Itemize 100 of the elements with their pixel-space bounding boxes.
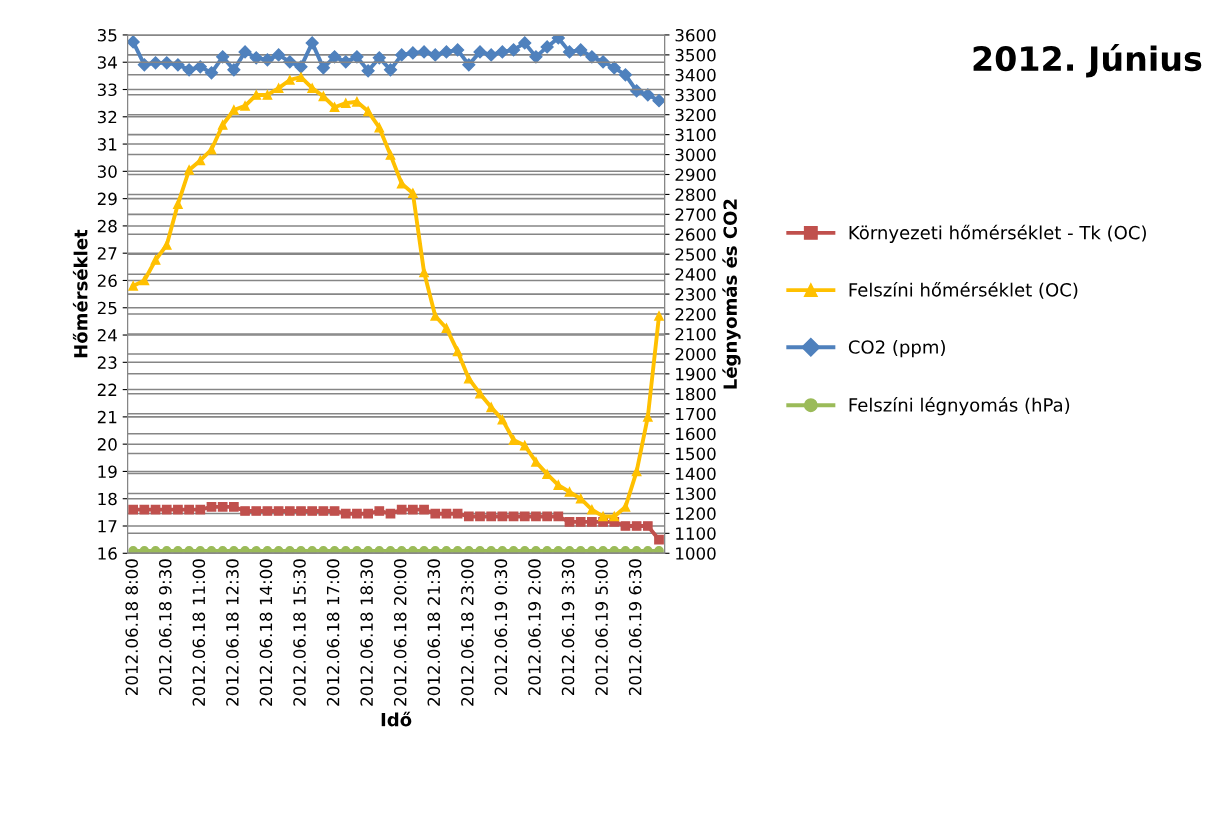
point (408, 188, 418, 199)
point (182, 63, 196, 77)
x-tick-label: 2012.06.19 3:30 (561, 559, 575, 696)
point (385, 150, 396, 160)
point (193, 60, 207, 74)
y2-tick-label: 3600 (675, 28, 716, 42)
y-tick-label: 30 (97, 165, 117, 178)
y-tick-label: 29 (97, 192, 117, 206)
y2-tick-label: 2800 (675, 188, 716, 201)
point (374, 122, 385, 133)
point (372, 51, 386, 65)
y2-tick-label: 3300 (675, 88, 716, 102)
point (553, 480, 564, 490)
y-tick-label: 18 (98, 492, 117, 506)
point (173, 199, 183, 209)
point (229, 105, 239, 115)
x-tick-label: 2012.06.18 12:30 (226, 559, 239, 706)
y-tick-label: 21 (97, 410, 117, 424)
point (452, 508, 463, 519)
point (352, 546, 362, 554)
point (542, 469, 552, 480)
point (316, 61, 330, 75)
point (395, 48, 409, 62)
point (195, 546, 206, 554)
point (374, 506, 385, 516)
point (273, 546, 284, 554)
point (161, 546, 172, 554)
point (564, 546, 575, 554)
point (508, 435, 519, 445)
point (564, 487, 575, 497)
point (206, 502, 217, 512)
y-tick-label: 24 (97, 329, 117, 342)
point (363, 546, 373, 554)
point (352, 96, 362, 107)
point (294, 60, 308, 74)
point (417, 45, 431, 59)
point (540, 40, 554, 54)
point (329, 506, 340, 516)
y-tick-label: 22 (97, 383, 117, 396)
point (273, 83, 284, 94)
point (352, 508, 362, 519)
point (383, 63, 398, 77)
point (385, 546, 396, 554)
point (216, 50, 230, 64)
point (609, 511, 620, 522)
y2-tick-label: 3000 (675, 148, 716, 162)
point (452, 346, 463, 357)
point (575, 546, 586, 554)
point (497, 546, 508, 554)
x-tick-label: 2012.06.18 9:30 (158, 559, 172, 696)
point (419, 504, 429, 515)
point (451, 43, 465, 57)
y-tick-label: 17 (98, 520, 117, 533)
y-tick-label: 19 (98, 465, 117, 479)
x-tick-label: 2012.06.18 8:00 (125, 559, 139, 696)
point (128, 504, 139, 515)
point (340, 508, 351, 519)
y2-tick-label: 2000 (675, 347, 716, 361)
y2-tick-label: 1900 (676, 367, 716, 381)
point (296, 72, 306, 83)
point (361, 64, 375, 78)
y2-tick-label: 1700 (676, 407, 716, 421)
point (542, 511, 552, 522)
point (598, 546, 608, 554)
y2-tick-label: 1500 (676, 447, 716, 461)
point (553, 511, 564, 522)
point (329, 546, 340, 554)
point (161, 504, 172, 515)
point (307, 546, 318, 554)
point (631, 521, 642, 531)
point (428, 48, 442, 62)
point (195, 504, 206, 515)
point (307, 506, 318, 516)
y2-tick-label: 1300 (676, 487, 716, 501)
y2-tick-label: 3200 (675, 108, 716, 122)
point (519, 546, 530, 554)
legend-label: Környezeti hőmérséklet - Tk (OC) (849, 224, 1146, 243)
legend-label: CO2 (ppm) (848, 339, 945, 358)
point (452, 546, 463, 554)
point (642, 521, 653, 531)
y-tick-label: 35 (97, 28, 117, 42)
x-tick-label: 2012.06.19 6:30 (628, 559, 642, 696)
point (486, 402, 497, 413)
point (463, 511, 474, 522)
point (251, 546, 262, 554)
point (419, 546, 429, 554)
y2-tick-label: 1200 (676, 507, 716, 520)
point (529, 50, 543, 64)
point (406, 46, 420, 60)
point (620, 546, 631, 554)
point (251, 506, 262, 516)
point (340, 98, 351, 109)
x-tick-label: 2012.06.18 20:00 (393, 559, 407, 706)
y2-tick-label: 3500 (675, 48, 716, 62)
point (262, 546, 273, 554)
point (419, 267, 429, 278)
point (161, 240, 172, 250)
point (654, 311, 664, 321)
point (652, 94, 665, 108)
point (150, 546, 161, 554)
